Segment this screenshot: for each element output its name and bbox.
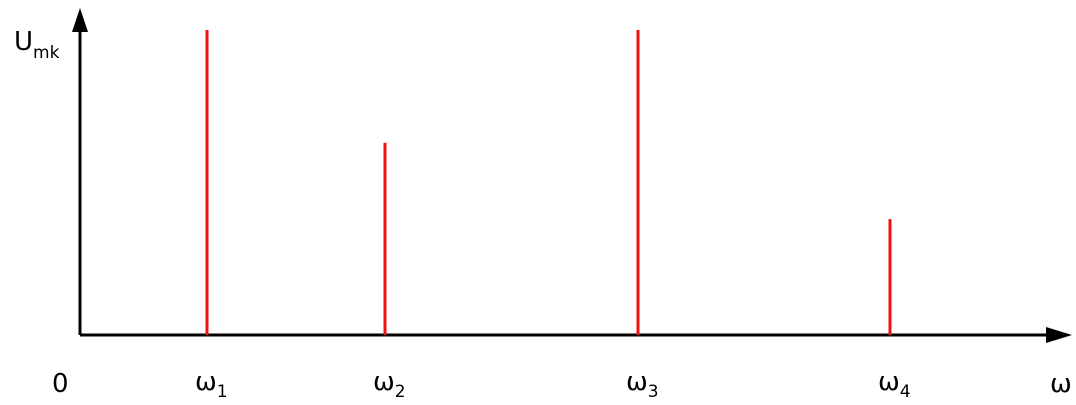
y-axis-label: Umk (14, 27, 60, 63)
axis-labels: Umk 0 ω (14, 27, 1072, 399)
x-tick-label-sub: 1 (217, 382, 228, 402)
x-tick-label-1: ω1 (195, 367, 228, 402)
x-tick-label-sub: 2 (395, 382, 406, 402)
x-tick-label-main: ω (626, 367, 648, 397)
spectral-lines (205, 30, 892, 335)
x-tick-label-main: ω (878, 367, 900, 397)
x-tick-label-sub: 3 (648, 382, 659, 402)
x-tick-label-4: ω4 (878, 367, 911, 402)
y-axis-label-sub: mk (33, 43, 60, 63)
origin-label: 0 (52, 369, 69, 399)
x-tick-label-3: ω3 (626, 367, 659, 402)
x-axis-arrowhead (1046, 327, 1072, 343)
x-tick-label-main: ω (195, 367, 217, 397)
x-axis-label: ω (1050, 369, 1072, 399)
x-tick-labels: ω1 ω2 ω3 ω4 (195, 367, 911, 402)
y-axis-label-main: U (14, 27, 33, 57)
x-tick-label-2: ω2 (373, 367, 406, 402)
x-tick-label-main: ω (373, 367, 395, 397)
axes (72, 8, 1072, 343)
x-tick-label-sub: 4 (900, 382, 911, 402)
y-axis-arrowhead (72, 8, 88, 32)
